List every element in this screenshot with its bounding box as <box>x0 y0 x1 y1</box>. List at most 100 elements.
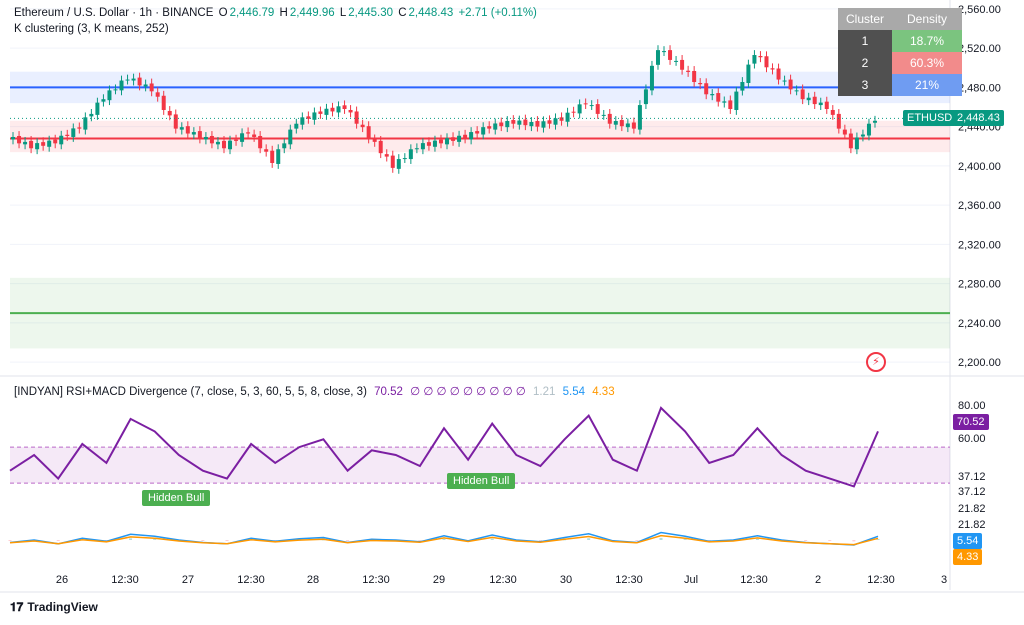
macd-histogram-bar <box>201 540 205 541</box>
osc-axis-l1: 37.12 <box>958 471 986 483</box>
indicator-legend[interactable]: K clustering (3, K means, 252) <box>14 23 169 35</box>
candle-body <box>553 118 558 125</box>
candle-body <box>698 82 703 85</box>
macd-histogram-bar <box>104 540 108 541</box>
candle-body <box>185 126 190 134</box>
candle-body <box>384 154 389 157</box>
signal-line <box>9 534 879 546</box>
time-tick-label: 12:30 <box>111 574 139 586</box>
time-tick-label: 30 <box>559 574 573 586</box>
cluster-id: 3 <box>838 74 893 96</box>
macd-histogram-bar <box>129 538 133 540</box>
candle-body <box>131 78 136 81</box>
macd-histogram-bar <box>683 538 687 540</box>
flash-icon[interactable]: ⚡ <box>866 352 886 372</box>
candle-body <box>764 56 769 68</box>
candle-body <box>517 120 522 125</box>
candle-body <box>866 123 871 136</box>
rsi-axis-tag: 70.52 <box>953 414 989 430</box>
candle-body <box>728 100 733 110</box>
tradingview-logo[interactable]: 𝟏𝟕 TradingView <box>10 600 98 615</box>
time-tick-label: Jul <box>683 574 699 586</box>
macd-histogram-bar <box>804 540 808 541</box>
candle-body <box>312 112 317 120</box>
cluster-density: 21% <box>892 74 963 96</box>
hidden-bull-label: Hidden Bull <box>142 490 211 506</box>
time-tick-label: 2 <box>814 574 822 586</box>
candle-body <box>11 136 16 140</box>
value-3: 4.33 <box>592 386 615 398</box>
candle-body <box>680 59 685 70</box>
candle-body <box>854 137 859 150</box>
candle-body <box>29 140 34 149</box>
candle-body <box>752 55 757 64</box>
macd-histogram-bar <box>755 538 759 540</box>
candle-body <box>788 79 793 90</box>
candle-body <box>523 119 528 126</box>
candle-body <box>746 64 751 83</box>
candle-body <box>420 143 425 150</box>
price-tick-label: 2,480.00 <box>958 82 1001 94</box>
candle-body <box>770 68 775 70</box>
candle-body <box>95 102 100 115</box>
candle-body <box>782 80 787 82</box>
time-tick-label: 12:30 <box>237 574 265 586</box>
candle-body <box>101 99 106 102</box>
candle-body <box>481 127 486 135</box>
candle-body <box>451 137 456 141</box>
candle-body <box>794 90 799 92</box>
macd-line <box>9 531 879 546</box>
cluster-header: Cluster <box>838 8 893 30</box>
tv-logo-icon: 𝟏𝟕 <box>10 600 24 614</box>
candle-body <box>71 128 76 137</box>
macd-histogram-bar <box>346 540 350 541</box>
macd-histogram-bar <box>587 538 591 540</box>
open-value: 2,446.79 <box>229 7 275 19</box>
candle-body <box>686 70 691 72</box>
price-tick-label: 2,240.00 <box>958 318 1001 330</box>
candle-body <box>710 94 715 96</box>
low-key: L <box>339 7 347 19</box>
candle-body <box>529 122 534 127</box>
candle-body <box>842 129 847 135</box>
cluster-table: Cluster Density 1 18.7% 2 60.3% 3 21% <box>838 8 963 96</box>
candle-body <box>221 140 226 149</box>
symbol-label[interactable]: Ethereum / U.S. Dollar · 1h · BINANCE <box>14 7 214 19</box>
candle-body <box>149 83 154 92</box>
macd-histogram-bar <box>538 540 542 541</box>
candle-body <box>511 120 516 124</box>
candle-body <box>836 113 841 129</box>
candle-body <box>306 116 311 119</box>
change-value: +2.71 (+0.11%) <box>458 7 537 19</box>
candle-body <box>23 141 28 145</box>
candle-body <box>264 149 269 152</box>
osc-axis-top: 80.00 <box>958 400 986 412</box>
macd-histogram-bar <box>8 540 12 541</box>
value-1: 1.21 <box>533 386 556 398</box>
candle-body <box>613 121 618 125</box>
candle-body <box>734 91 739 110</box>
candle-body <box>83 117 88 130</box>
candle-body <box>215 141 220 145</box>
candle-body <box>228 140 233 150</box>
candle-body <box>47 140 52 147</box>
time-tick-label: 28 <box>306 574 320 586</box>
candle-body <box>607 113 612 124</box>
candle-body <box>535 121 540 127</box>
close-key: C <box>398 7 407 19</box>
candle-body <box>722 101 727 103</box>
candle-body <box>125 79 130 81</box>
candle-body <box>643 89 648 105</box>
candle-body <box>53 139 58 144</box>
last-price-tag: 2,448.43 <box>953 110 1004 126</box>
candle-body <box>390 155 395 168</box>
candle-body <box>776 68 781 80</box>
macd-histogram-bar <box>490 538 494 540</box>
candle-body <box>240 133 245 142</box>
candle-body <box>625 123 630 128</box>
oscillator-name[interactable]: [INDYAN] RSI+MACD Divergence (7, close, … <box>14 386 367 398</box>
candle-body <box>541 121 546 128</box>
candle-body <box>89 113 94 117</box>
